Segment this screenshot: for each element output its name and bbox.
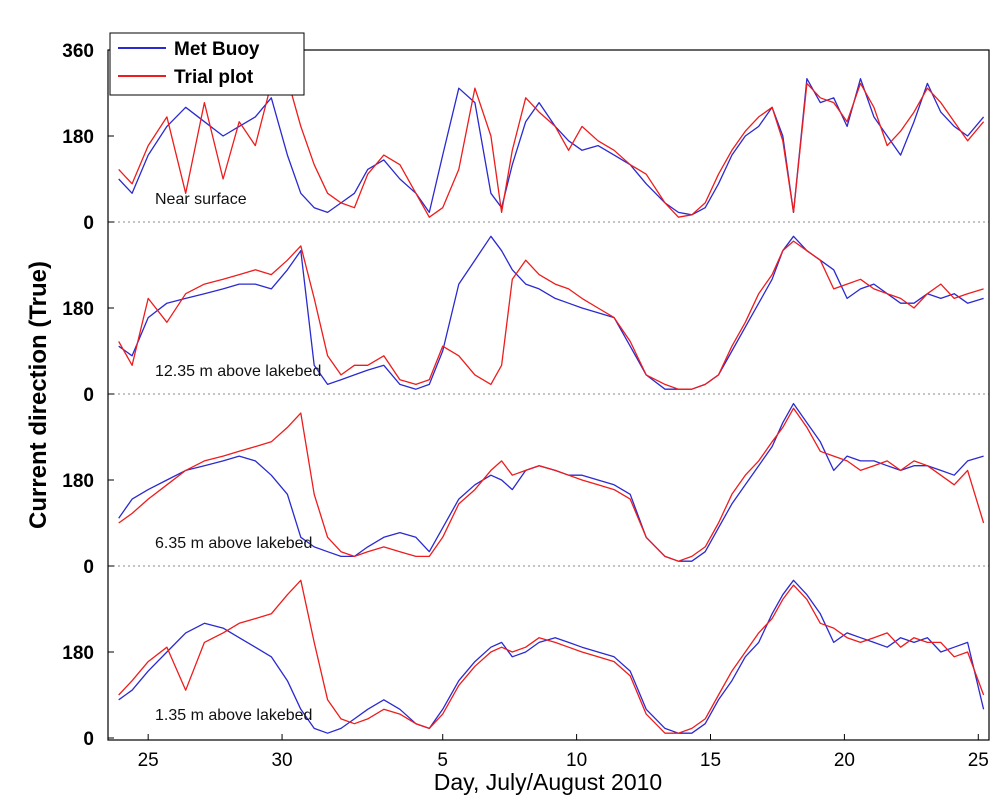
- panel-annotation: Near surface: [155, 191, 247, 208]
- y-tick-label: 180: [62, 127, 94, 148]
- axes-frame: [107, 49, 990, 741]
- series-line-trial-plot-panel-2: [118, 240, 984, 390]
- panel-separator-lines: [108, 221, 989, 567]
- x-tick-label: 5: [437, 750, 448, 771]
- y-tick-label: 180: [62, 471, 94, 492]
- x-tick-label: 20: [834, 750, 855, 771]
- y-tick-label: 0: [83, 213, 94, 234]
- x-tick-label: 10: [566, 750, 587, 771]
- panel-annotation: 1.35 m above lakebed: [155, 707, 312, 724]
- legend-label-met-buoy: Met Buoy: [174, 39, 260, 60]
- x-tick-label: 15: [700, 750, 721, 771]
- series-line-met-buoy-panel-4: [118, 579, 985, 734]
- legend-box: [109, 32, 305, 96]
- y-axis-ticks: 360 180 0 180 0 180 0 180 0: [62, 41, 114, 750]
- x-tick-label: 30: [271, 750, 292, 771]
- x-tick-label: 25: [968, 750, 989, 771]
- panel-annotation: 12.35 m above lakebed: [155, 363, 321, 380]
- y-tick-label: 0: [83, 385, 94, 406]
- series-line-trial-plot-panel-4: [118, 579, 985, 734]
- y-tick-label: 0: [83, 557, 94, 578]
- x-axis-ticks: 25 30 5 10 15 20 25: [138, 734, 989, 771]
- series-line-met-buoy-panel-1: [118, 78, 985, 216]
- legend: Met Buoy Trial plot: [109, 32, 305, 96]
- series-line-met-buoy-panel-2: [118, 235, 984, 390]
- panel-annotations: Near surface 12.35 m above lakebed 6.35 m …: [155, 191, 321, 724]
- series-line-trial-plot-panel-3: [118, 407, 985, 562]
- x-axis-label: Day, July/August 2010: [434, 769, 662, 795]
- legend-label-trial-plot: Trial plot: [174, 67, 254, 88]
- y-tick-label: 360: [62, 41, 94, 62]
- y-tick-label: 180: [62, 299, 94, 320]
- y-tick-label: 0: [83, 729, 94, 750]
- x-tick-label: 25: [138, 750, 159, 771]
- y-axis-label: Current direction (True): [25, 261, 52, 529]
- y-tick-label: 180: [62, 643, 94, 664]
- panel-annotation: 6.35 m above lakebed: [155, 535, 312, 552]
